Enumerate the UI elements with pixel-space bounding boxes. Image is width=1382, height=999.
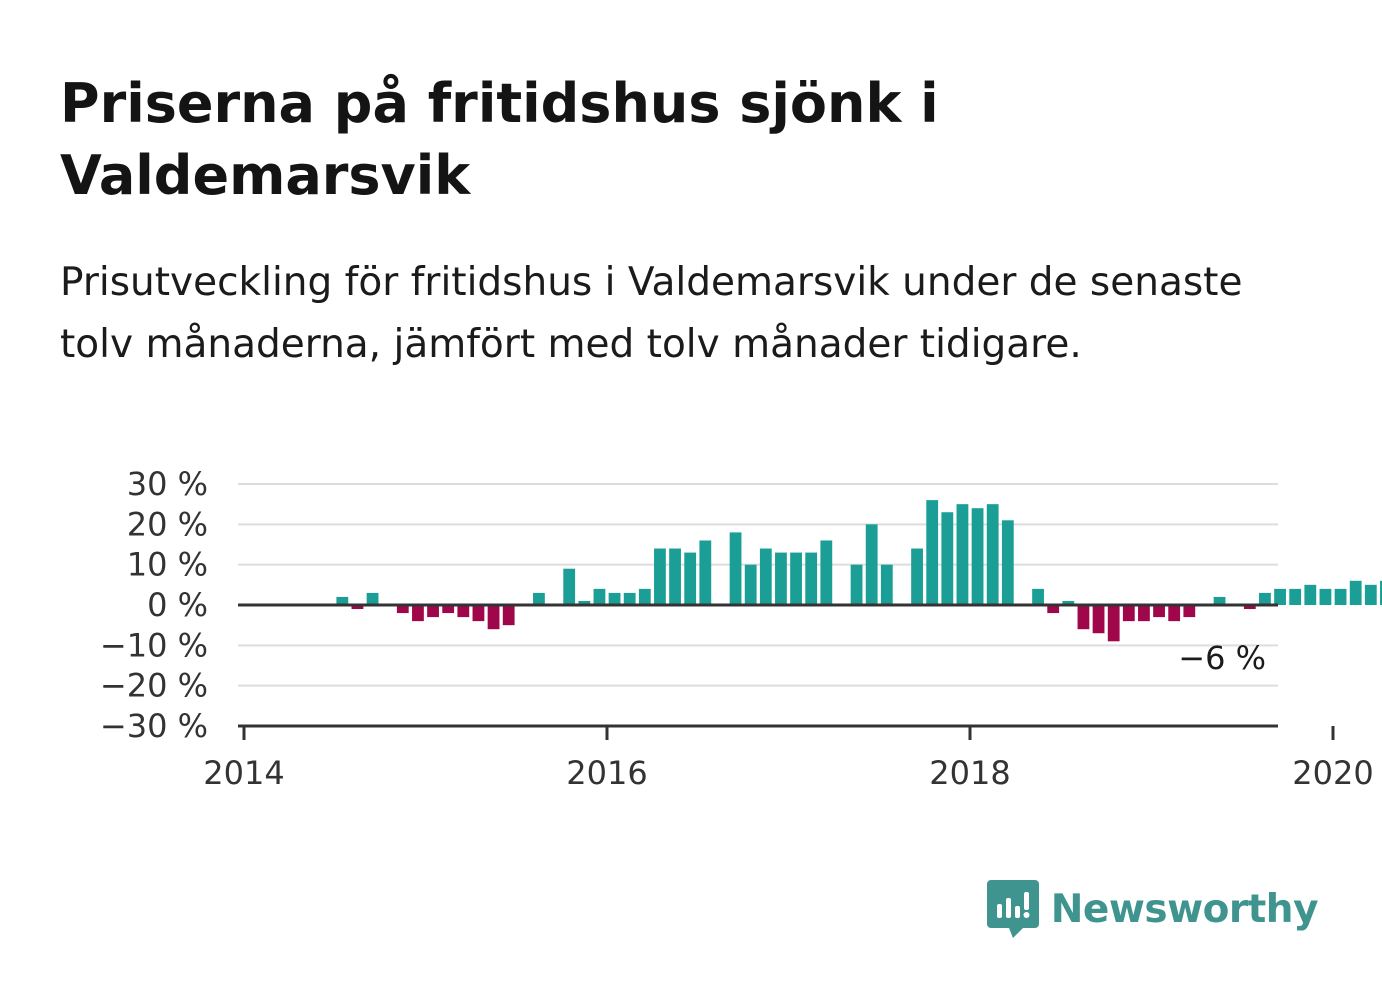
bar-positive xyxy=(1213,596,1226,605)
bars xyxy=(336,500,1382,642)
bar-negative xyxy=(427,605,439,618)
axes xyxy=(238,603,1335,740)
bar-positive xyxy=(880,564,893,605)
bar-negative xyxy=(1047,605,1060,614)
x-tick-label: 2014 xyxy=(203,754,284,792)
bar-positive xyxy=(1364,584,1377,605)
bar-negative xyxy=(442,605,455,614)
chart-title: Priserna på fritidshus sjönk i Valdemars… xyxy=(60,72,939,207)
newsworthy-logo-icon xyxy=(986,880,1039,938)
bar-positive xyxy=(638,588,651,605)
tick-labels: 30 %20 %10 %0 %−10 %−20 %−30 % 2014 2016 20… xyxy=(100,465,1374,792)
bar-negative xyxy=(1243,605,1256,610)
bar-positive xyxy=(820,540,833,605)
bar-positive xyxy=(744,564,757,605)
bar-positive xyxy=(336,596,349,605)
bar-positive xyxy=(1380,580,1382,605)
bar-positive xyxy=(1274,588,1286,605)
y-tick-label: 20 % xyxy=(127,505,208,543)
bar-positive xyxy=(1334,588,1347,605)
x-tick-label: 2018 xyxy=(929,754,1010,792)
bar-positive xyxy=(1319,588,1332,605)
bar-positive xyxy=(971,508,984,605)
bar-negative xyxy=(412,605,424,622)
newsworthy-wordmark: Newsworthy xyxy=(1050,886,1319,932)
bar-negative xyxy=(1138,605,1150,622)
bar-positive xyxy=(729,532,742,605)
bar-positive xyxy=(759,548,772,605)
bar-positive xyxy=(1001,520,1014,605)
x-tick-label: 2016 xyxy=(566,754,647,792)
bar-positive xyxy=(1259,592,1271,605)
bar-negative xyxy=(1107,605,1120,642)
chart-subtitle: Prisutveckling för fritidshus i Valdemar… xyxy=(60,260,1243,367)
y-tick-label: 0 % xyxy=(147,586,208,624)
bar-negative xyxy=(502,605,515,626)
bar-positive xyxy=(593,588,606,605)
bar-positive xyxy=(775,552,787,605)
bar-positive xyxy=(578,600,591,605)
bar-negative xyxy=(1183,605,1196,618)
y-tick-label: −10 % xyxy=(100,626,208,664)
bar-negative xyxy=(487,605,500,630)
y-tick-label: 30 % xyxy=(127,465,208,503)
bar-positive xyxy=(790,552,802,605)
bar-positive xyxy=(805,552,818,605)
newsworthy-logo: Newsworthy xyxy=(986,878,1319,940)
bar-positive xyxy=(623,592,636,605)
bar-positive xyxy=(366,592,379,605)
y-tick-label: −20 % xyxy=(100,667,208,705)
bar-negative xyxy=(1153,605,1165,618)
bar-positive xyxy=(911,548,923,605)
bar-positive xyxy=(1349,580,1362,605)
bar-positive xyxy=(699,540,712,605)
bar-positive xyxy=(1289,588,1302,605)
last-value-annotation: −6 % xyxy=(1178,639,1266,677)
bar-positive xyxy=(1062,600,1075,605)
bar-negative xyxy=(1168,605,1181,622)
bar-positive xyxy=(956,504,969,605)
bar-positive xyxy=(654,548,666,605)
bar-positive xyxy=(926,500,939,605)
bar-negative xyxy=(457,605,470,618)
bar-positive xyxy=(533,592,545,605)
x-tick-label: 2020 xyxy=(1292,754,1373,792)
bar-positive xyxy=(941,512,954,605)
gridlines xyxy=(238,483,1278,687)
bar-negative xyxy=(396,605,409,614)
bar-negative xyxy=(1092,605,1105,634)
bar-positive xyxy=(684,552,697,605)
bar-negative xyxy=(472,605,485,622)
bar-positive xyxy=(865,524,878,605)
bar-positive xyxy=(1304,584,1317,605)
y-tick-label: 10 % xyxy=(127,546,208,584)
bar-positive xyxy=(986,504,999,605)
bar-negative xyxy=(1077,605,1090,630)
bar-negative xyxy=(351,605,364,610)
bar-negative xyxy=(1122,605,1135,622)
bar-positive xyxy=(1032,588,1044,605)
bar-positive xyxy=(563,568,576,605)
y-tick-label: −30 % xyxy=(100,707,208,745)
bar-positive xyxy=(850,564,863,605)
bar-positive xyxy=(608,592,621,605)
bar-positive xyxy=(669,548,681,605)
